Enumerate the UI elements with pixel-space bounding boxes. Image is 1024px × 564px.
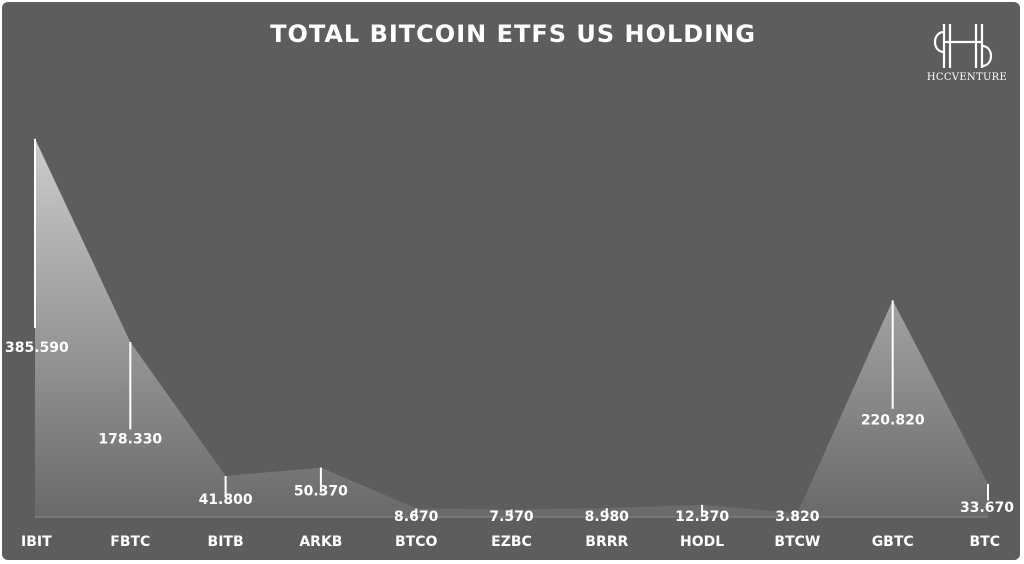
x-tick-label-ezbc: EZBC — [491, 534, 532, 550]
x-tick-label-hodl: HODL — [680, 534, 724, 550]
data-label-arkb: 50.370 — [294, 484, 348, 500]
x-tick-label-btcw: BTCW — [774, 534, 820, 550]
brand-name: HCCVENTURE — [926, 72, 1008, 83]
x-tick-label-arkb: ARKB — [299, 534, 342, 550]
x-tick-label-btc: BTC — [970, 534, 1001, 550]
data-label-ibit: 385.590 — [5, 340, 69, 356]
data-label-bitb: 41.800 — [199, 492, 253, 508]
x-tick-label-gbtc: GBTC — [872, 534, 914, 550]
data-label-fbtc: 178.330 — [98, 431, 162, 447]
x-tick-label-bitb: BITB — [208, 534, 244, 550]
data-label-brrr: 8.980 — [585, 509, 630, 525]
data-label-gbtc: 220.820 — [861, 413, 925, 429]
x-tick-label-btco: BTCO — [395, 534, 437, 550]
chart-title: TOTAL BITCOIN ETFS US HOLDING — [270, 20, 756, 48]
hccventure-monogram-icon — [933, 24, 993, 68]
x-tick-label-brrr: BRRR — [585, 534, 628, 550]
data-label-btco: 8.670 — [394, 509, 439, 525]
data-label-btcw: 3.820 — [775, 509, 820, 525]
data-label-ezbc: 7.570 — [489, 509, 534, 525]
x-tick-label-ibit: IBIT — [21, 534, 52, 550]
x-tick-label-fbtc: FBTC — [110, 534, 150, 550]
data-label-hodl: 12.370 — [675, 509, 729, 525]
holdings-area — [35, 138, 988, 517]
data-label-btc: 33.670 — [960, 500, 1014, 516]
